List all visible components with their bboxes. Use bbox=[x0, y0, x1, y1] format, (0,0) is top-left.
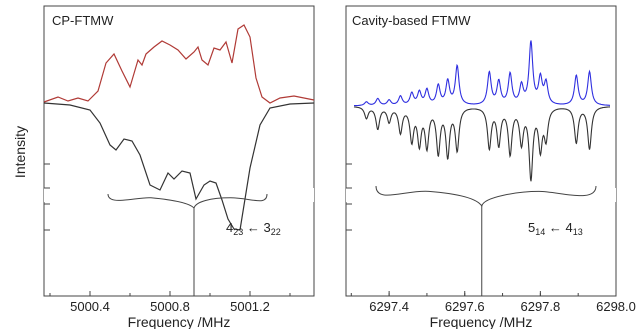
simulated-trace bbox=[43, 102, 315, 231]
transition-label: 423 ← 322 bbox=[226, 220, 281, 237]
y-axis-label: Intensity bbox=[12, 126, 28, 178]
transition-label: 514 ← 413 bbox=[528, 220, 583, 237]
panel-frame bbox=[345, 5, 617, 297]
left-bracket-lower bbox=[345, 203, 352, 231]
experimental-trace bbox=[354, 40, 610, 107]
panel-title: Cavity-based FTMW bbox=[352, 13, 471, 28]
x-tick-label: 6297.6 bbox=[445, 299, 485, 314]
left-bracket-upper bbox=[345, 163, 352, 189]
panel-cp-ftmw: CP-FTMW 423 ← 322 5000.4 5000.8 5001.2 Fre… bbox=[43, 5, 315, 329]
transition-upper-sub: 23 bbox=[233, 227, 243, 237]
left-bracket-lower bbox=[43, 203, 50, 231]
transition-lower-sub: 22 bbox=[271, 227, 281, 237]
transition-lower-sub: 13 bbox=[573, 227, 583, 237]
panel-title: CP-FTMW bbox=[52, 13, 114, 28]
panel-frame bbox=[43, 5, 315, 297]
simulated-trace bbox=[353, 106, 610, 182]
x-tick-label: 6297.4 bbox=[369, 299, 409, 314]
x-tick-label: 5001.2 bbox=[230, 299, 270, 314]
x-axis-ticks: 5000.4 5000.8 5001.2 bbox=[49, 291, 291, 314]
transition-lower-j: 3 bbox=[264, 220, 271, 235]
panel-cavity-ftmw: Cavity-based FTMW 514 ← 413 6297.4 6297.6… bbox=[345, 5, 636, 329]
x-axis-label: Frequency /MHz bbox=[430, 314, 533, 329]
transition-brace bbox=[375, 185, 597, 208]
transition-arrow: ← bbox=[549, 220, 562, 235]
transition-upper-j: 4 bbox=[226, 220, 233, 235]
experimental-trace bbox=[43, 24, 315, 104]
x-tick-label: 6297.8 bbox=[520, 299, 560, 314]
left-bracket-upper bbox=[43, 163, 50, 189]
x-axis-ticks: 6297.4 6297.6 6297.8 6298.0 bbox=[350, 291, 636, 314]
transition-lower-j: 4 bbox=[566, 220, 573, 235]
x-tick-label: 6298.0 bbox=[596, 299, 636, 314]
transition-upper-j: 5 bbox=[528, 220, 535, 235]
transition-arrow: ← bbox=[247, 220, 260, 235]
x-tick-label: 5000.8 bbox=[150, 299, 190, 314]
x-tick-label: 5000.4 bbox=[70, 299, 110, 314]
x-axis-label: Frequency /MHz bbox=[128, 314, 231, 329]
transition-upper-sub: 14 bbox=[535, 227, 545, 237]
